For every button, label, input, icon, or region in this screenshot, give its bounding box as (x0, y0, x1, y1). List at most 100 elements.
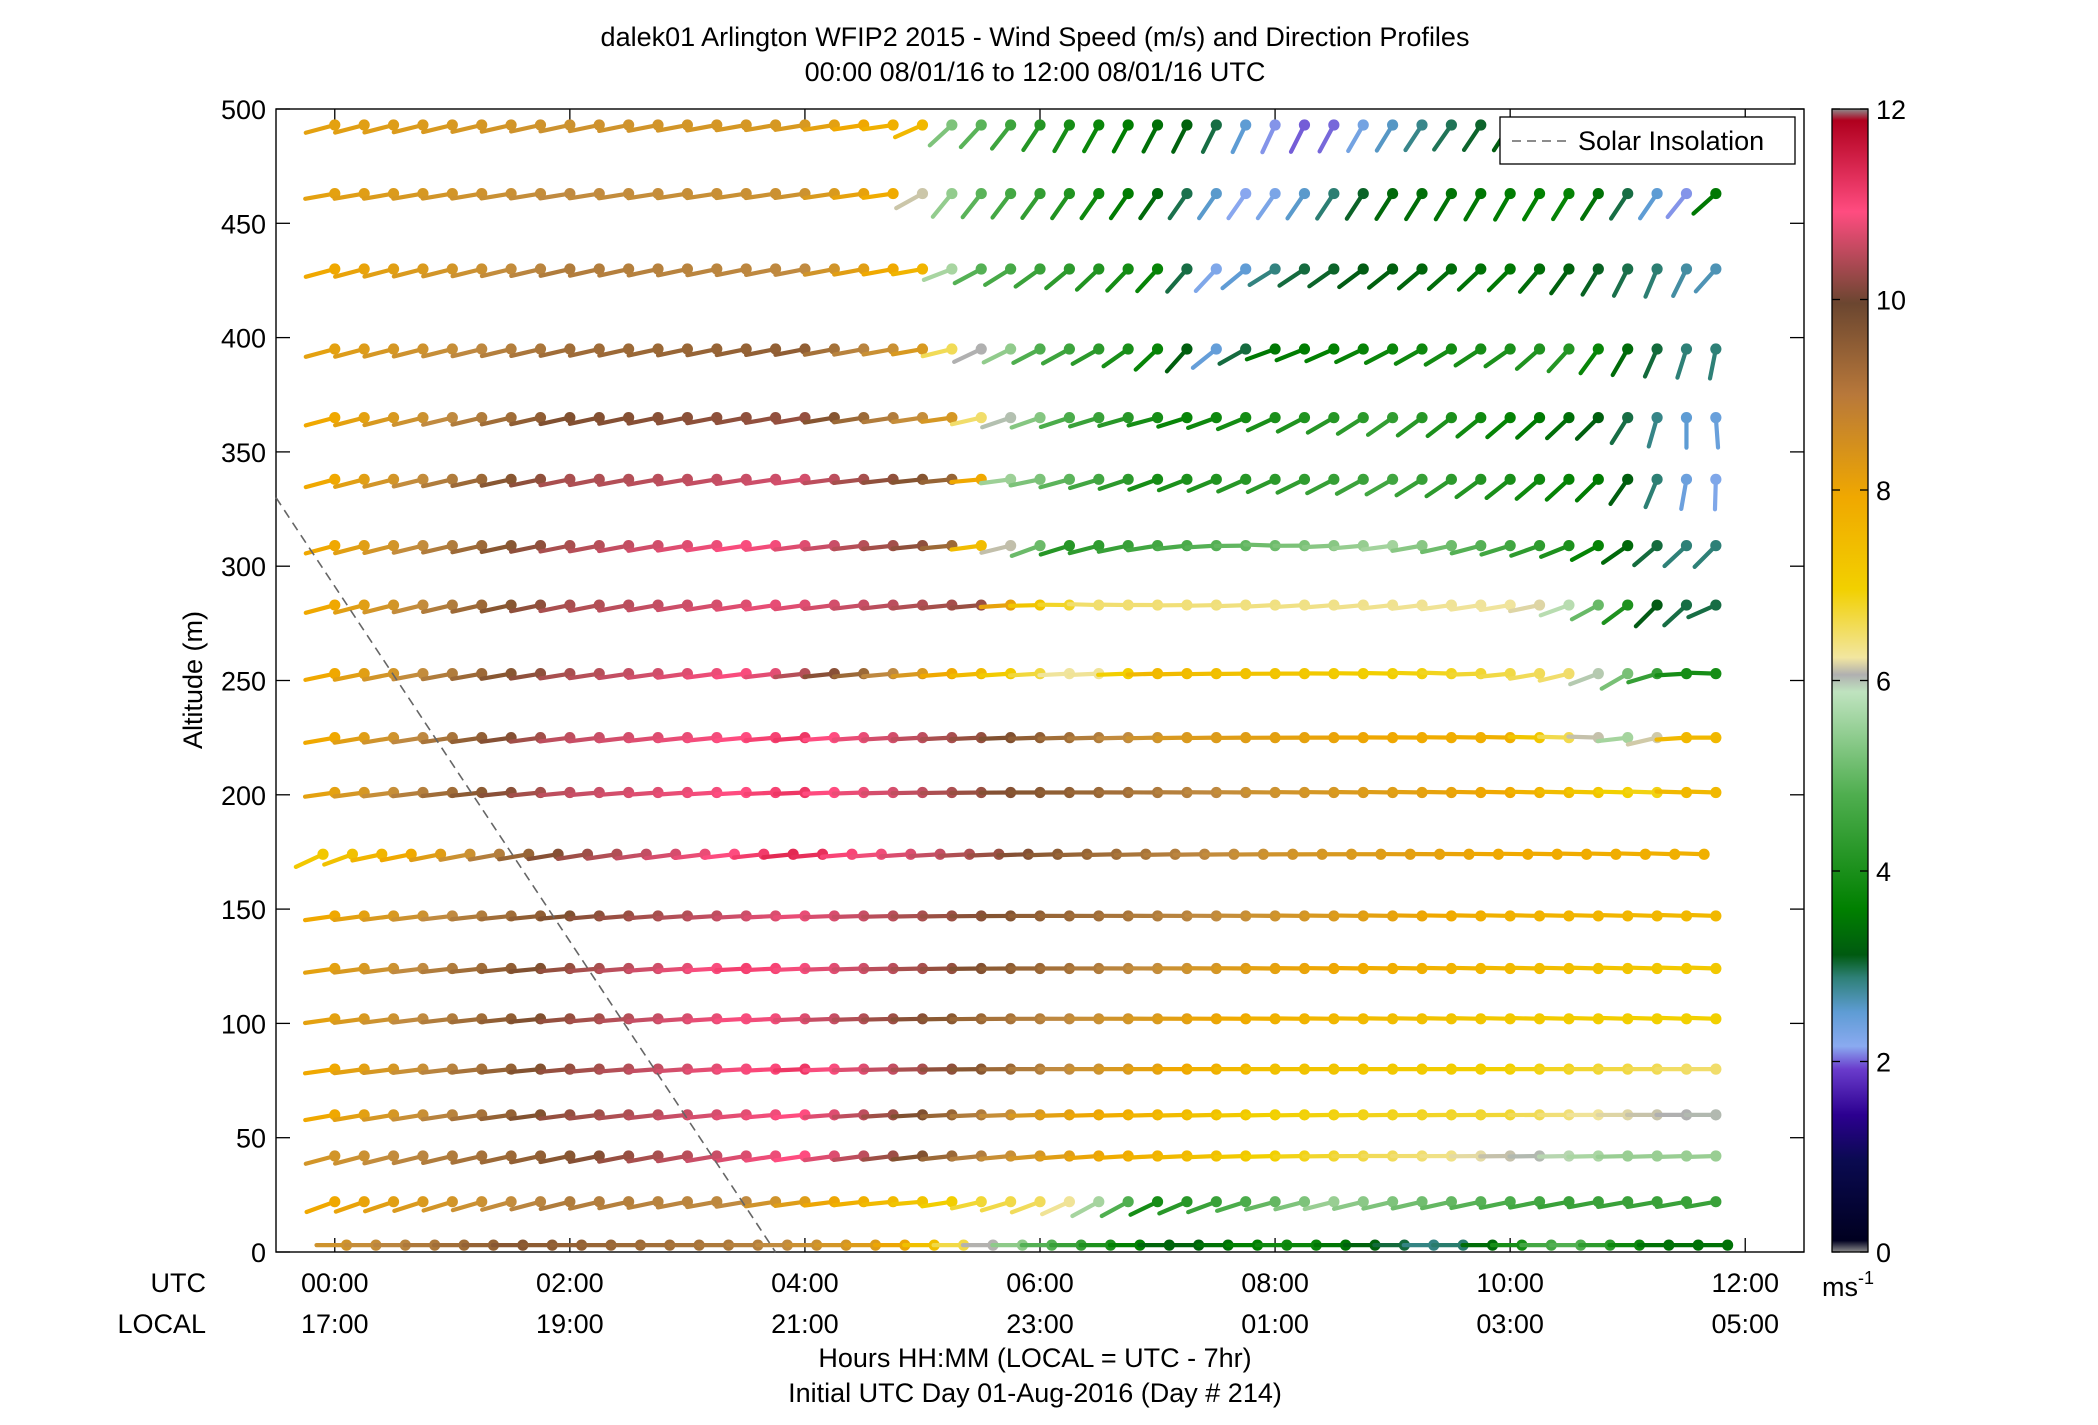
wind-barb-dot (1005, 119, 1017, 131)
x-axis-label-2: Initial UTC Day 01-Aug-2016 (Day # 214) (788, 1378, 1282, 1408)
wind-barb-dot (1475, 263, 1487, 275)
wind-barb-dot (1181, 187, 1193, 200)
wind-barb-dot (1328, 412, 1340, 424)
wind-barb-dot (1181, 343, 1193, 355)
colorbar-unit-exponent: -1 (1858, 1268, 1874, 1288)
wind-barb-dot (799, 263, 811, 275)
wind-barb-dot (417, 473, 429, 485)
wind-barb-dot (534, 473, 547, 485)
wind-barb-dot (1563, 473, 1575, 485)
wind-barb-dot (1063, 187, 1075, 200)
wind-barb-dot (446, 1196, 458, 1208)
wind-barb-dot (1298, 473, 1311, 485)
wind-barb-dot (405, 848, 417, 860)
wind-barb-dot (476, 1196, 488, 1208)
wind-barb-dot (1710, 187, 1722, 200)
wind-barb-dot (1122, 1196, 1134, 1208)
wind-barb-dot (1269, 187, 1281, 200)
wind-barb-dot (1181, 1196, 1193, 1208)
wind-barb-dot (1034, 187, 1046, 200)
wind-barb-dot (1445, 473, 1457, 485)
wind-barb-dot (1504, 412, 1516, 424)
wind-barb-dot (1210, 263, 1222, 275)
wind-barb-dot (1445, 187, 1457, 200)
wind-barb-dot (358, 119, 370, 131)
wind-barb-dot (887, 187, 899, 200)
y-tick-label: 500 (221, 95, 266, 125)
wind-barb-dot (1475, 1196, 1487, 1208)
wind-barb-dot (376, 848, 388, 860)
wind-barb-dot (1269, 412, 1281, 424)
wind-barb-dot (1504, 540, 1516, 552)
wind-barb-dot (652, 263, 664, 275)
legend-label: Solar Insolation (1578, 126, 1764, 156)
wind-barb-dot (434, 848, 447, 860)
wind-barb-dot (1504, 1196, 1516, 1208)
wind-barb-dot (329, 599, 341, 611)
legend: Solar Insolation (1499, 116, 1796, 165)
wind-barb-dot (916, 187, 929, 200)
wind-barb-dot (1651, 540, 1663, 552)
wind-barb-dot (387, 263, 400, 275)
wind-barb-dot (681, 412, 693, 424)
wind-barb-dot (417, 1150, 429, 1162)
x-tick-label-utc: 00:00 (301, 1268, 369, 1298)
wind-barb-dot (1093, 540, 1105, 552)
wind-barb-dot (828, 343, 840, 355)
wind-barb-dot (1328, 263, 1340, 275)
wind-barb-dot (1093, 343, 1105, 355)
wind-barb-dot (1093, 263, 1105, 275)
wind-barb-dot (1680, 343, 1693, 355)
x-tick-label-utc: 04:00 (771, 1268, 839, 1298)
wind-barb-dot (946, 343, 958, 355)
y-tick-label: 250 (221, 667, 266, 697)
wind-barb-dot (446, 263, 458, 275)
colorbar-tick-label: 10 (1876, 286, 1906, 316)
wind-barb-dot (446, 473, 458, 485)
wind-barb-dot (1710, 540, 1722, 552)
wind-barb-dot (1710, 343, 1722, 355)
wind-barb-dot (975, 119, 987, 131)
wind-barb-dot (1210, 1196, 1222, 1208)
wind-barb-dot (1328, 473, 1340, 485)
wind-barb-dot (564, 263, 576, 275)
wind-barb-dot (1710, 599, 1722, 611)
wind-barb-dot (1475, 187, 1487, 200)
wind-barb-dot (417, 599, 429, 611)
wind-barb-dot (1445, 540, 1457, 552)
wind-barb-dot (564, 599, 576, 611)
wind-barb-dot (1034, 263, 1046, 275)
wind-barb-dot (1622, 187, 1634, 200)
chart-title: dalek01 Arlington WFIP2 2015 - Wind Spee… (601, 22, 1470, 52)
colorbar-tick-label: 2 (1876, 1048, 1891, 1078)
wind-barb-dot (975, 540, 987, 552)
wind-barb-dot (1710, 473, 1722, 485)
wind-barb-dot (329, 473, 341, 485)
wind-barb-dot (593, 1196, 605, 1208)
wind-barb-dot (1005, 540, 1017, 552)
wind-barb-dot (711, 343, 723, 355)
wind-barb-dot (1357, 473, 1369, 485)
wind-barb-dot (1063, 1196, 1075, 1208)
wind-barb-dot (1210, 119, 1222, 131)
wind-barb-dot (1005, 473, 1017, 485)
y-axis-label: Altitude (m) (178, 611, 208, 749)
wind-barb-dot (1533, 263, 1546, 275)
wind-barb-dot (1504, 599, 1516, 611)
wind-barb-dot (1151, 263, 1164, 275)
colorbar-tick-label: 6 (1876, 667, 1891, 697)
wind-barb-dot (564, 540, 576, 552)
wind-barb-dot (476, 263, 488, 275)
wind-barb-dot (505, 1196, 517, 1208)
wind-barb-dot (329, 343, 341, 355)
wind-barb-dot (1533, 473, 1546, 485)
wind-barb-dot (975, 412, 987, 424)
wind-barb-dot (1475, 412, 1487, 424)
wind-barb-dot (1387, 343, 1399, 355)
wind-barb-dot (1357, 263, 1369, 275)
wind-barb-dot (652, 119, 664, 131)
wind-barb-dot (358, 412, 370, 424)
wind-barb-dot (593, 263, 605, 275)
wind-barb-dot (358, 599, 370, 611)
x-tick-label-utc: 10:00 (1476, 1268, 1544, 1298)
